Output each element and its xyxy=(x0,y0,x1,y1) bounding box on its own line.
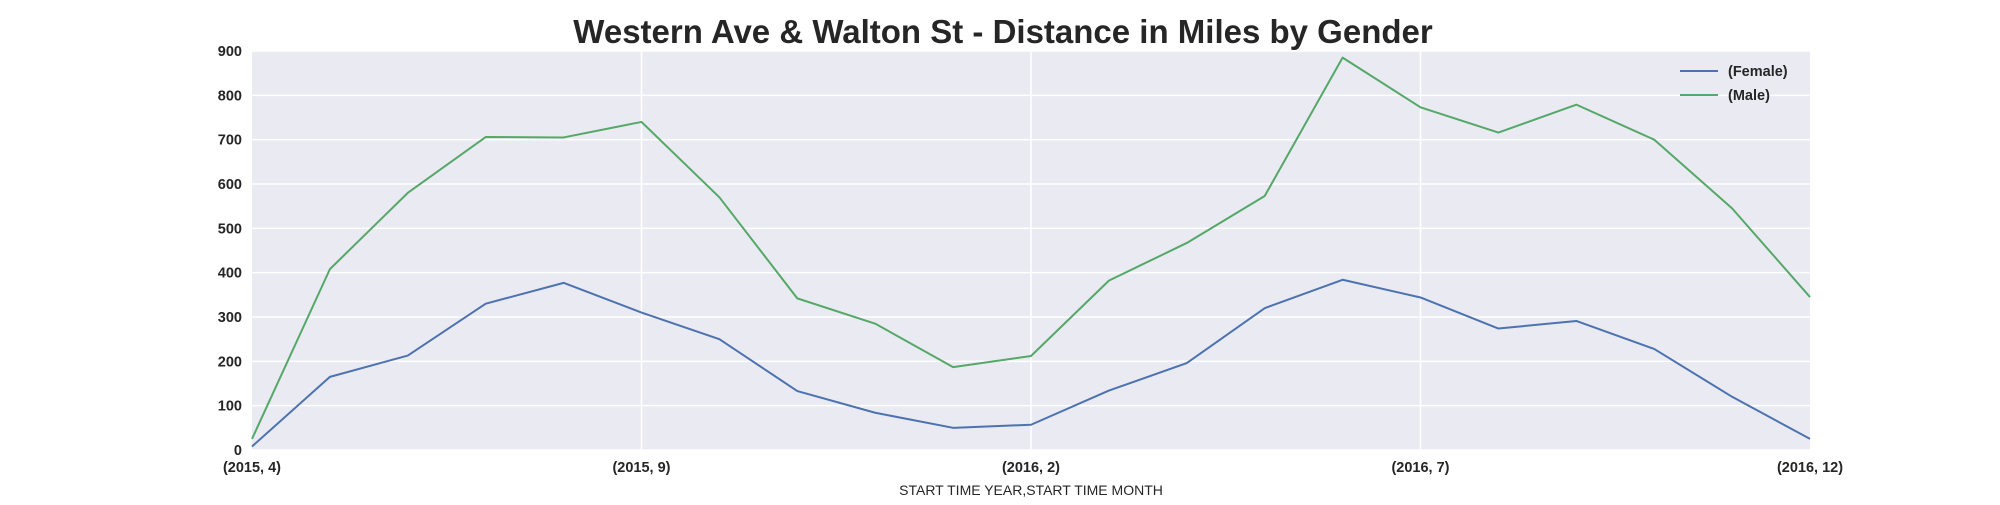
x-tick-label: (2016, 2) xyxy=(1002,460,1060,476)
y-tick-label: 500 xyxy=(218,221,242,237)
y-tick-label: 300 xyxy=(218,310,242,326)
x-tick-label: (2015, 9) xyxy=(612,460,670,476)
x-tick-label: (2015, 4) xyxy=(223,460,281,476)
x-tick-label: (2016, 12) xyxy=(1777,460,1843,476)
y-tick-label: 700 xyxy=(218,133,242,149)
series-line xyxy=(251,278,1811,448)
series-line xyxy=(251,56,1811,440)
y-tick-label: 0 xyxy=(234,443,242,459)
legend-label: (Female) xyxy=(1728,64,1788,80)
y-tick-label: 900 xyxy=(218,44,242,60)
x-tick-label: (2016, 7) xyxy=(1391,460,1449,476)
y-tick-label: 800 xyxy=(218,88,242,104)
y-axis-ticks: 0 100 200 300 400 500 600 700 800 900 xyxy=(218,44,242,459)
series-lines xyxy=(251,56,1811,448)
y-tick-label: 400 xyxy=(218,266,242,282)
legend-label: (Male) xyxy=(1728,88,1770,104)
chart-title: Western Ave & Walton St - Distance in Mi… xyxy=(573,13,1433,50)
x-axis-ticks: (2015, 4) (2015, 9) (2016, 2) (2016, 7) (201… xyxy=(223,460,1843,476)
x-axis-label: START TIME YEAR,START TIME MONTH xyxy=(899,482,1163,498)
y-tick-label: 600 xyxy=(218,177,242,193)
grid-lines xyxy=(252,50,1810,451)
legend: (Female) (Male) xyxy=(1680,64,1788,104)
y-tick-label: 100 xyxy=(218,399,242,415)
y-tick-label: 200 xyxy=(218,354,242,370)
